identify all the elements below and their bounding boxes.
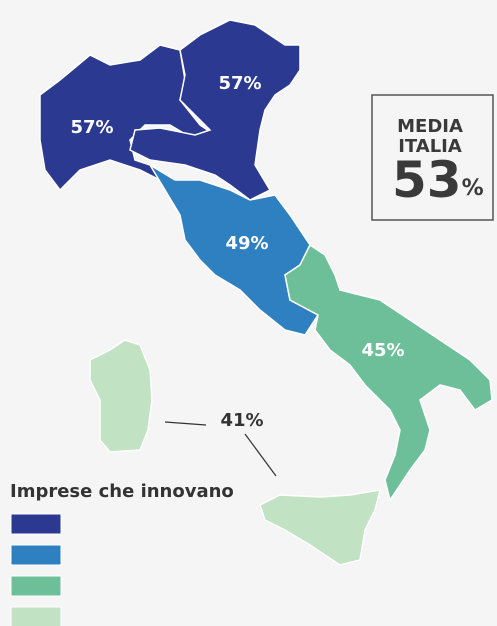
legend-swatch: [10, 606, 62, 626]
leader-line: [164, 421, 207, 426]
region: [284, 243, 493, 502]
legend-title: Imprese che innovano: [10, 481, 234, 502]
media-title: MEDIA: [397, 116, 463, 137]
region-label: 57%: [218, 73, 261, 94]
legend-swatch: [10, 513, 62, 535]
region: [89, 339, 153, 453]
region-label: 45%: [361, 340, 404, 361]
region-label: 49%: [225, 233, 268, 254]
legend-swatch: [10, 575, 62, 597]
leader-line: [244, 433, 277, 477]
media-value: 53%: [392, 151, 484, 209]
region: [129, 19, 301, 201]
region: [39, 44, 217, 192]
media-box: [371, 94, 494, 221]
media-number: 53: [392, 151, 462, 209]
region-label: 57%: [70, 117, 113, 138]
region: [259, 489, 382, 566]
media-unit: %: [462, 176, 484, 201]
media-title: ITALIA: [398, 136, 462, 157]
legend-swatch: [10, 544, 62, 566]
region-label: 41%: [220, 410, 263, 431]
